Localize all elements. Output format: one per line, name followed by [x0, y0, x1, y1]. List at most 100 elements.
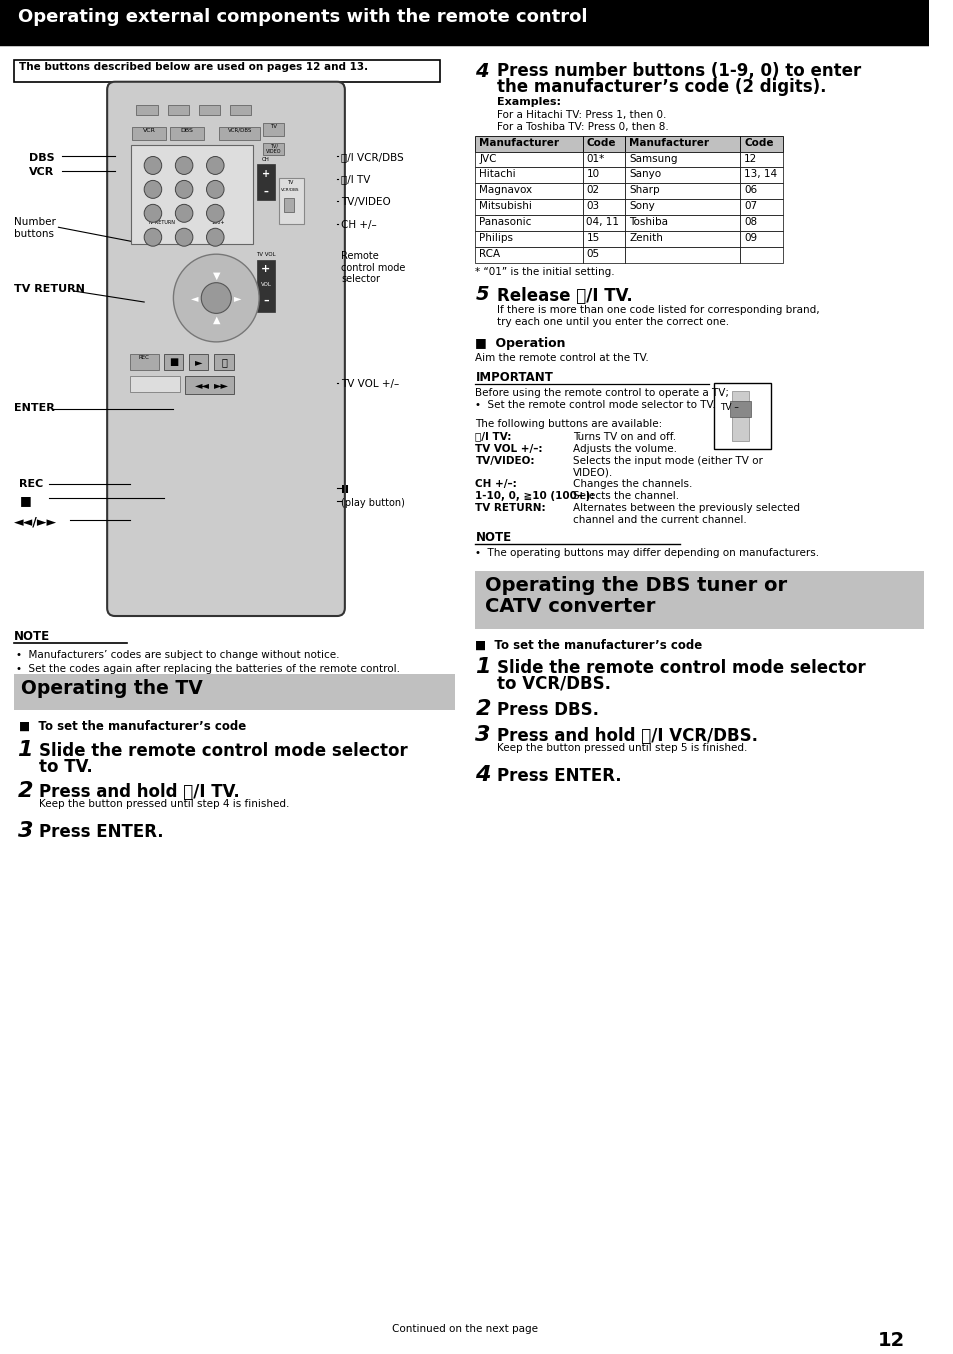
Text: Alternates between the previously selected: Alternates between the previously select…	[572, 504, 799, 513]
Bar	[475, 248, 582, 263]
Bar	[475, 215, 582, 232]
Text: TV VOL: TV VOL	[255, 252, 275, 257]
Text: The buttons described below are used on pages 12 and 13.: The buttons described below are used on …	[19, 62, 368, 72]
Bar	[740, 152, 782, 168]
Text: –: –	[263, 297, 269, 306]
Text: ◄: ◄	[191, 292, 198, 303]
Text: Press number buttons (1-9, 0) to enter: Press number buttons (1-9, 0) to enter	[497, 62, 861, 80]
Text: Selects the input mode (either TV or: Selects the input mode (either TV or	[572, 455, 761, 466]
Bar	[219, 126, 260, 139]
Text: 2: 2	[475, 699, 491, 719]
Text: 09: 09	[743, 233, 757, 244]
Text: Slide the remote control mode selector: Slide the remote control mode selector	[39, 742, 407, 760]
Text: REC: REC	[138, 355, 150, 360]
Ellipse shape	[175, 229, 193, 246]
Text: •  Set the codes again after replacing the batteries of the remote control.: • Set the codes again after replacing th…	[15, 663, 399, 674]
Text: channel and the current channel.: channel and the current channel.	[572, 516, 746, 525]
Text: 1: 1	[17, 739, 33, 760]
Bar	[189, 353, 209, 370]
Bar	[284, 198, 294, 213]
Text: 08: 08	[743, 217, 757, 227]
Bar	[625, 215, 740, 232]
Text: RCA: RCA	[478, 249, 500, 259]
Text: * “01” is the initial setting.: * “01” is the initial setting.	[475, 267, 615, 278]
Ellipse shape	[144, 157, 162, 175]
Text: (play button): (play button)	[340, 498, 404, 508]
Text: Sharp: Sharp	[629, 185, 659, 195]
Text: Aim the remote control at the TV.: Aim the remote control at the TV.	[475, 353, 648, 363]
Bar	[130, 376, 180, 391]
Text: REC: REC	[19, 479, 44, 489]
Bar	[729, 401, 750, 417]
Text: 6: 6	[212, 183, 218, 192]
Ellipse shape	[173, 255, 259, 343]
Bar	[740, 215, 782, 232]
Text: TV RETURN: TV RETURN	[147, 221, 175, 225]
Bar	[582, 248, 625, 263]
Text: ◄◄: ◄◄	[194, 379, 210, 390]
Text: TV: TV	[287, 180, 294, 185]
Text: ►: ►	[233, 292, 241, 303]
Text: 2: 2	[17, 781, 33, 802]
Text: Sanyo: Sanyo	[629, 169, 660, 180]
Text: +: +	[262, 169, 270, 180]
Bar	[475, 199, 582, 215]
Text: 12: 12	[743, 153, 757, 164]
Bar	[625, 135, 740, 152]
Bar	[740, 199, 782, 215]
Text: Examples:: Examples:	[497, 96, 560, 107]
Text: II: II	[340, 486, 349, 496]
Text: IMPORTANT: IMPORTANT	[475, 371, 553, 383]
Text: Before using the remote control to operate a TV;: Before using the remote control to opera…	[475, 387, 729, 398]
Bar	[740, 168, 782, 183]
Text: Changes the channels.: Changes the channels.	[572, 479, 692, 489]
Text: JVC: JVC	[478, 153, 497, 164]
Text: ⏻/I VCR/DBS: ⏻/I VCR/DBS	[340, 153, 403, 162]
Text: VCR/DBS: VCR/DBS	[227, 127, 252, 133]
Text: TV/VIDEO: TV/VIDEO	[340, 198, 391, 207]
Ellipse shape	[175, 204, 193, 222]
Text: Mitsubishi: Mitsubishi	[478, 202, 532, 211]
Bar	[475, 183, 582, 199]
Text: Toshiba: Toshiba	[629, 217, 668, 227]
Text: 02: 02	[586, 185, 598, 195]
Bar	[278, 179, 304, 225]
Text: 07: 07	[743, 202, 757, 211]
Bar	[171, 126, 203, 139]
Text: Operating external components with the remote control: Operating external components with the r…	[17, 8, 586, 26]
Text: TV RETURN:: TV RETURN:	[475, 504, 545, 513]
Bar	[582, 232, 625, 248]
Text: 03: 03	[586, 202, 598, 211]
Bar	[13, 60, 440, 81]
Text: Code: Code	[743, 138, 773, 148]
Text: Keep the button pressed until step 5 is finished.: Keep the button pressed until step 5 is …	[497, 742, 746, 753]
Text: ■  Operation: ■ Operation	[475, 337, 565, 349]
Text: ■  To set the manufacturer’s code: ■ To set the manufacturer’s code	[19, 720, 247, 733]
Bar	[731, 391, 748, 440]
Text: The following buttons are available:: The following buttons are available:	[475, 418, 662, 429]
Text: 4: 4	[150, 183, 156, 192]
Text: 0: 0	[181, 232, 187, 240]
Bar	[582, 183, 625, 199]
Text: TV –: TV –	[720, 402, 738, 412]
Ellipse shape	[206, 157, 224, 175]
Text: Philips: Philips	[478, 233, 513, 244]
Bar	[168, 104, 189, 115]
Text: to VCR/DBS.: to VCR/DBS.	[497, 674, 610, 693]
Text: VOL: VOL	[260, 282, 271, 287]
Text: NOTE: NOTE	[475, 531, 511, 544]
Text: If there is more than one code listed for corresponding brand,: If there is more than one code listed fo…	[497, 305, 819, 315]
Text: DBS: DBS	[30, 153, 54, 162]
Text: 01*: 01*	[586, 153, 604, 164]
Text: Operating the DBS tuner or: Operating the DBS tuner or	[485, 577, 786, 596]
Text: ■: ■	[19, 494, 31, 508]
Text: 05: 05	[586, 249, 598, 259]
Text: Press DBS.: Press DBS.	[497, 701, 598, 719]
Text: 3: 3	[17, 822, 33, 841]
Text: TV/VIDEO:: TV/VIDEO:	[475, 455, 535, 466]
Text: 15: 15	[586, 233, 599, 244]
Text: 8: 8	[181, 207, 187, 217]
Text: 1: 1	[150, 160, 156, 168]
Bar	[625, 183, 740, 199]
Text: Slide the remote control mode selector: Slide the remote control mode selector	[497, 659, 864, 677]
